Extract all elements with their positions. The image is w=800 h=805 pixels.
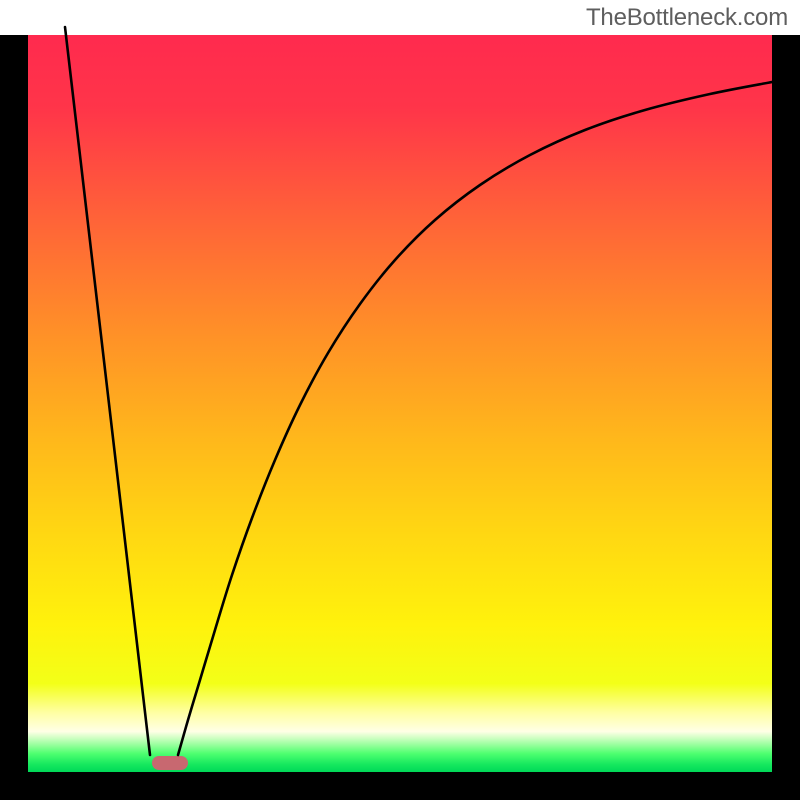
chart-svg <box>0 0 800 800</box>
valley-marker <box>152 756 188 770</box>
watermark-text: TheBottleneck.com <box>586 4 788 32</box>
bottleneck-chart <box>0 0 800 800</box>
